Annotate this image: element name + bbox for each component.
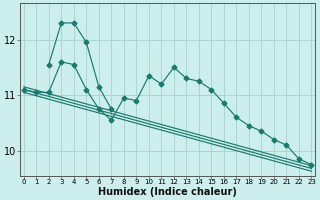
X-axis label: Humidex (Indice chaleur): Humidex (Indice chaleur) bbox=[98, 187, 237, 197]
